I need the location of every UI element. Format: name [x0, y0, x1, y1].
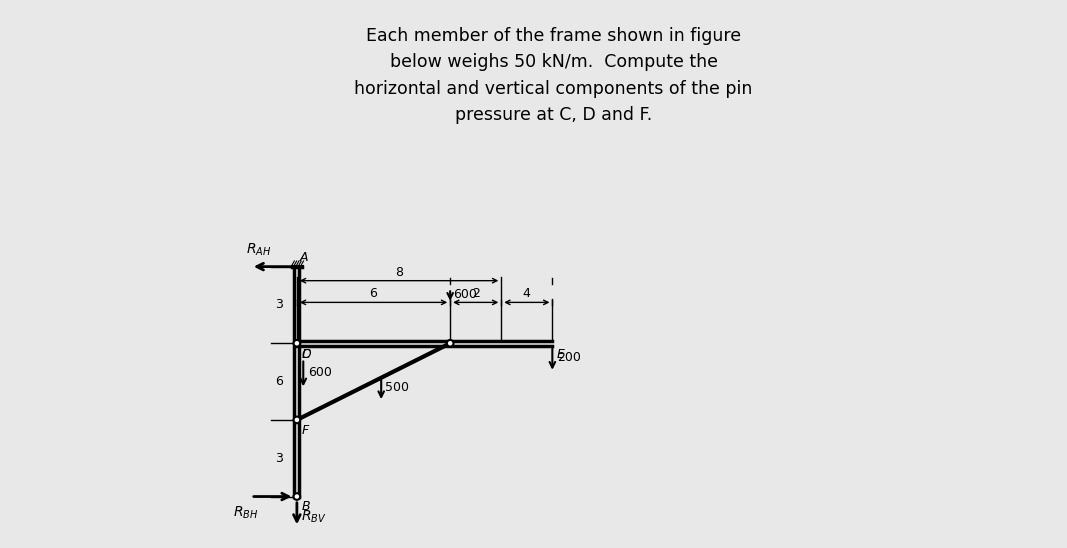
- Text: 6: 6: [369, 287, 378, 300]
- Text: 4: 4: [523, 287, 530, 300]
- Text: Each member of the frame shown in figure
below weighs 50 kN/m.  Compute the
hori: Each member of the frame shown in figure…: [354, 27, 752, 124]
- Text: C: C: [302, 349, 310, 361]
- Circle shape: [447, 340, 453, 346]
- Text: 8: 8: [395, 266, 403, 278]
- Text: 200: 200: [557, 351, 580, 364]
- Circle shape: [293, 416, 300, 423]
- Text: 3: 3: [275, 299, 283, 311]
- Text: A: A: [300, 250, 308, 264]
- Text: 500: 500: [385, 381, 409, 395]
- Text: 600: 600: [453, 288, 477, 301]
- Text: 6: 6: [275, 375, 283, 388]
- Text: B: B: [302, 500, 310, 512]
- Text: 600: 600: [308, 366, 332, 379]
- Text: E: E: [556, 348, 564, 361]
- Text: D: D: [302, 349, 312, 361]
- Text: $R_{AH}$: $R_{AH}$: [245, 241, 271, 258]
- Circle shape: [293, 493, 300, 500]
- Circle shape: [293, 340, 300, 346]
- Text: $R_{BH}$: $R_{BH}$: [233, 504, 258, 521]
- Text: $R_{BV}$: $R_{BV}$: [302, 509, 327, 525]
- Text: F: F: [302, 425, 308, 437]
- Text: 3: 3: [275, 452, 283, 465]
- Text: 2: 2: [472, 287, 480, 300]
